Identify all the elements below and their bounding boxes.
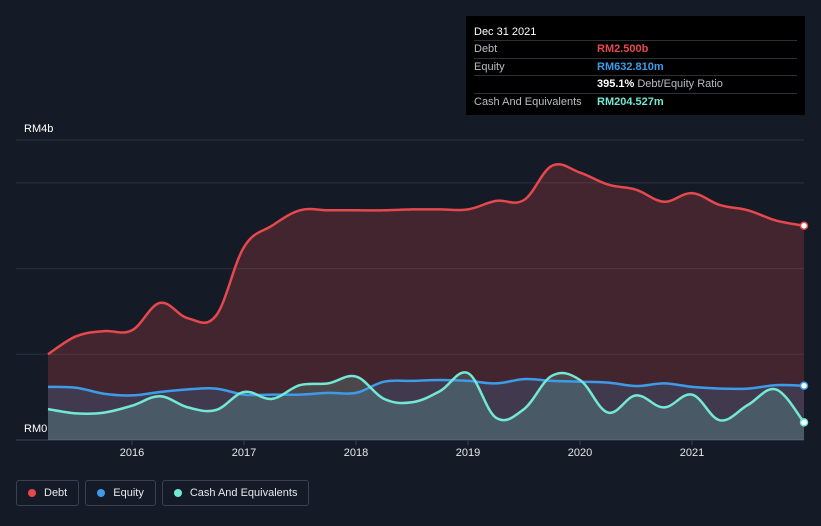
debt-end-marker	[799, 221, 809, 230]
tooltip-value-ratio: 395.1%	[597, 78, 635, 90]
tooltip-row-ratio: 395.1% Debt/Equity Ratio	[474, 75, 797, 93]
gridlines	[16, 139, 804, 441]
x-axis-ticks: 2016 2017 2018 2019 2020 2021	[120, 440, 704, 459]
legend-label: Cash And Equivalents	[189, 487, 298, 499]
x-tick-label: 2017	[232, 447, 256, 459]
legend-item-cash[interactable]: Cash And Equivalents	[161, 480, 310, 506]
legend-label: Debt	[44, 487, 68, 499]
tooltip: Dec 31 2021 Debt RM2.500b Equity RM632.8…	[466, 16, 805, 115]
x-tick-label: 2019	[456, 447, 480, 459]
y-axis-top-label: RM4b	[24, 123, 53, 135]
legend: Debt Equity Cash And Equivalents	[16, 480, 310, 506]
legend-item-debt[interactable]: Debt	[16, 480, 80, 506]
series-lines	[47, 162, 805, 424]
tooltip-date: Dec 31 2021	[474, 26, 537, 38]
tooltip-ratio-caption: Debt/Equity Ratio	[637, 78, 723, 90]
tooltip-row-cash: Cash And Equivalents RM204.527m	[474, 92, 797, 111]
legend-dot-icon	[97, 489, 106, 497]
tooltip-label: Equity	[474, 60, 505, 73]
tooltip-row-debt: Debt RM2.500b	[474, 40, 797, 58]
tooltip-value-debt: RM2.500b	[597, 43, 649, 55]
debt-area	[48, 164, 804, 440]
tooltip-label: Debt	[474, 43, 498, 55]
tooltip-row-equity: Equity RM632.810m	[474, 57, 797, 76]
x-tick-label: 2016	[120, 447, 144, 459]
tooltip-label	[474, 76, 597, 93]
cash-and-equivalents-area	[48, 372, 804, 440]
cash-and-equivalents-line	[47, 371, 805, 424]
y-axis-bottom-label: RM0	[24, 423, 47, 435]
tooltip-value-equity: RM632.810m	[597, 60, 664, 73]
tooltip-label: Cash And Equivalents	[474, 95, 582, 108]
cash-and-equivalents-end-marker	[799, 418, 809, 427]
x-tick-label: 2020	[568, 447, 592, 459]
x-tick-label: 2018	[344, 447, 368, 459]
legend-label: Equity	[113, 487, 144, 499]
equity-end-marker	[799, 381, 809, 390]
tooltip-value-cash: RM204.527m	[597, 95, 664, 108]
series-end-markers	[799, 221, 809, 427]
equity-line	[47, 377, 805, 397]
legend-dot-icon	[28, 489, 36, 497]
legend-item-equity[interactable]: Equity	[85, 480, 156, 506]
debt-line	[47, 162, 805, 356]
x-tick-label: 2021	[680, 447, 704, 459]
legend-dot-icon	[173, 489, 182, 497]
